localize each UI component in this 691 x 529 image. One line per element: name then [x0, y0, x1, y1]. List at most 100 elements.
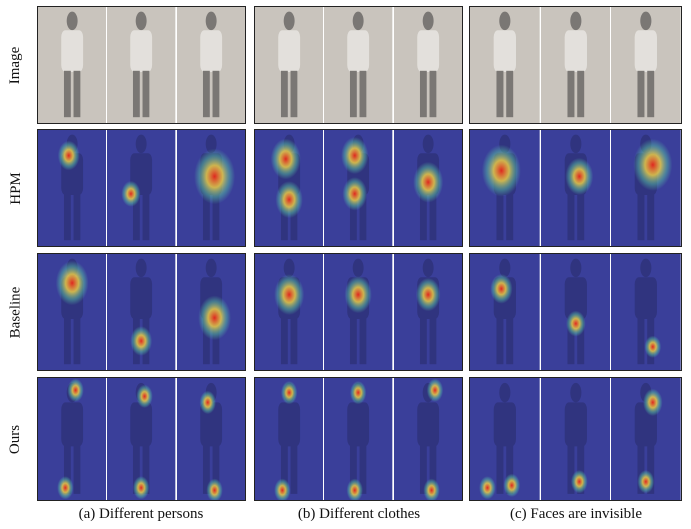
attention-heatmap: [176, 254, 245, 370]
person-silhouette: [130, 134, 153, 241]
hpm-tile: [176, 130, 245, 246]
attention-heatmap: [38, 378, 107, 500]
attention-heatmap: [393, 130, 462, 246]
heat-spot: [643, 388, 663, 417]
baseline-group-1: [37, 253, 246, 371]
hpm-tile: [470, 130, 541, 246]
image-group-1: [37, 6, 246, 124]
heat-spot: [426, 378, 443, 402]
attention-heatmap: [255, 254, 324, 370]
image-group-3: [469, 6, 682, 124]
heat-spot: [130, 326, 153, 356]
baseline-group-3: [469, 253, 682, 371]
attention-heatmap: [107, 254, 176, 370]
attention-heatmap: [324, 254, 393, 370]
heat-spot: [342, 177, 368, 211]
baseline-tile: [611, 254, 681, 370]
ours-tile: [393, 378, 462, 500]
hpm-tile: [38, 130, 108, 246]
row-label-baseline: Baseline: [7, 286, 24, 338]
baseline-tile: [255, 254, 325, 370]
image-group-2: [254, 6, 463, 124]
heat-spot: [133, 476, 150, 500]
attention-heatmap: [393, 378, 462, 500]
image-tile: [38, 7, 108, 123]
heat-spot: [412, 161, 443, 203]
ours-tile: [540, 378, 612, 500]
person-photo: [255, 7, 324, 123]
heat-spot: [121, 180, 141, 207]
attention-heatmap: [540, 254, 611, 370]
heat-spot: [565, 157, 593, 195]
attention-heatmap: [540, 130, 611, 246]
ours-group-2: [254, 377, 463, 501]
attention-heatmap: [255, 130, 324, 246]
image-tile: [324, 7, 394, 123]
attention-heatmap: [176, 378, 245, 500]
ours-tile: [324, 378, 394, 500]
baseline-tile: [393, 254, 462, 370]
heat-spot: [481, 144, 521, 197]
person-silhouette: [130, 11, 153, 118]
heat-spot: [633, 138, 673, 191]
person-silhouette: [278, 11, 301, 118]
image-tile: [107, 7, 177, 123]
heat-spot: [55, 260, 89, 306]
ours-tile: [611, 378, 681, 500]
heat-spot: [503, 473, 521, 498]
heat-spot: [280, 380, 298, 405]
heat-spot: [350, 380, 367, 405]
heat-spot: [346, 478, 364, 500]
heat-spot: [197, 295, 231, 341]
baseline-tile: [176, 254, 245, 370]
heat-spot: [637, 469, 655, 494]
heat-spot: [344, 276, 373, 314]
heat-spot: [275, 181, 303, 219]
hpm-tile: [255, 130, 325, 246]
attention-heatmap: [611, 130, 681, 246]
hpm-group-1: [37, 129, 246, 247]
heat-spot: [270, 138, 301, 180]
image-tile: [255, 7, 325, 123]
ours-tile: [38, 378, 108, 500]
ours-tile: [107, 378, 177, 500]
hpm-tile: [324, 130, 394, 246]
person-photo: [324, 7, 393, 123]
image-tile: [540, 7, 612, 123]
person-silhouette: [493, 11, 516, 118]
hpm-tile: [611, 130, 681, 246]
person-photo: [176, 7, 245, 123]
heat-spot: [490, 273, 513, 304]
caption-different-clothes: (b) Different clothes: [297, 506, 421, 522]
person-silhouette: [416, 11, 439, 118]
heat-spot: [57, 476, 74, 500]
attention-heatmap: [611, 254, 681, 370]
hpm-tile: [540, 130, 612, 246]
attention-heatmap: [176, 130, 245, 246]
row-label-ours: Ours: [7, 424, 24, 454]
person-photo: [611, 7, 681, 123]
heat-spot: [479, 476, 496, 500]
baseline-group-2: [254, 253, 463, 371]
heat-spot: [206, 478, 223, 500]
hpm-tile: [107, 130, 177, 246]
ours-group-3: [469, 377, 682, 501]
baseline-tile: [470, 254, 541, 370]
heat-spot: [193, 148, 235, 205]
heat-spot: [423, 478, 440, 500]
heat-spot: [644, 335, 662, 358]
person-silhouette: [493, 382, 516, 494]
baseline-tile: [540, 254, 612, 370]
person-silhouette: [564, 258, 587, 365]
attention-heatmap: [324, 130, 393, 246]
image-tile: [611, 7, 681, 123]
image-tile: [176, 7, 245, 123]
attention-heatmap: [611, 378, 681, 500]
person-photo: [470, 7, 540, 123]
attention-heatmap: [470, 378, 540, 500]
attention-heatmap: [38, 254, 107, 370]
heat-spot: [199, 390, 216, 415]
ours-tile: [176, 378, 245, 500]
heat-spot: [565, 310, 586, 337]
heat-spot: [341, 136, 369, 175]
